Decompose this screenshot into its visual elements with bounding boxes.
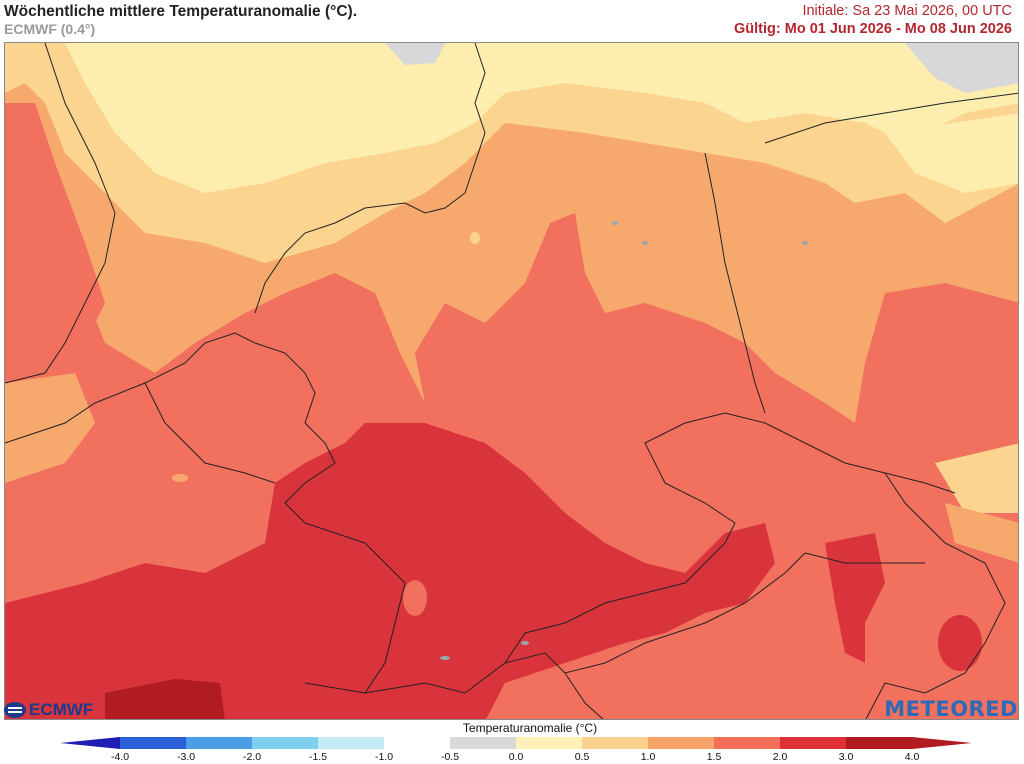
colorbar-tick-label: -1.0 — [374, 751, 394, 763]
anomaly-spot-south — [403, 580, 427, 616]
init-time: Initiale: Sa 23 Mai 2026, 00 UTC — [802, 3, 1012, 19]
colorbar-tick-label: 1.0 — [640, 751, 656, 763]
colorbar-tick-label: 0.0 — [508, 751, 524, 763]
colorbar-tick-label: -1.5 — [308, 751, 328, 763]
colorbar-tick-label: 3.0 — [838, 751, 854, 763]
colorbar-tick-label: 4.0 — [904, 751, 920, 763]
colorbar-tick-label: 1.5 — [706, 751, 722, 763]
anomaly-area-0-5-1-east — [885, 113, 1018, 193]
colorbar-tick-label: 0.5 — [574, 751, 590, 763]
colorbar-segment — [252, 737, 319, 749]
anomaly-area-0-5-1 — [65, 43, 1018, 193]
lakes — [440, 221, 808, 660]
colorbar-tick-label: -0.5 — [440, 751, 460, 763]
anomaly-spot-east — [928, 305, 972, 325]
colorbar-segment — [450, 737, 517, 749]
colorbar-arrow-right — [912, 737, 972, 749]
meteored-logo: METEORED — [884, 697, 1018, 721]
model-label: ECMWF (0.4°) — [4, 21, 96, 37]
colorbar-segment — [714, 737, 781, 749]
colorbar-segment — [516, 737, 583, 749]
colorbar-arrow-left — [60, 737, 120, 749]
anomaly-area-0-top — [385, 43, 445, 65]
colorbar-segment — [648, 737, 715, 749]
anomaly-area-3-4-southeast — [938, 615, 982, 671]
colorbar-tick-label: 2.0 — [772, 751, 788, 763]
anomaly-area-4 — [105, 679, 225, 719]
ecmwf-logo-icon — [4, 702, 26, 718]
ecmwf-logo: ECMWF — [4, 700, 93, 720]
anomaly-area-1-1-5-southeast — [935, 443, 1018, 513]
map-title: Wöchentliche mittlere Temperaturanomalie… — [4, 3, 358, 20]
valid-period: Gültig: Mo 01 Jun 2026 - Mo 08 Jun 2026 — [734, 21, 1012, 37]
colorbar-title: Temperaturanomalie (°C) — [462, 721, 598, 735]
map-svg — [5, 43, 1018, 719]
colorbar-tick-label: -2.0 — [242, 751, 262, 763]
colorbar-segment — [384, 737, 451, 749]
anomaly-spot-west — [172, 474, 188, 482]
colorbar-segment — [186, 737, 253, 749]
colorbar-tick-label: -3.0 — [176, 751, 196, 763]
anomaly-area-2-3-uk — [5, 103, 105, 363]
colorbar-segment — [846, 737, 913, 749]
anomaly-area-0-northeast — [905, 43, 1018, 93]
anomaly-spot-north — [470, 232, 480, 244]
colorbar-tick-label: -4.0 — [110, 751, 130, 763]
anomaly-area-1-5-2-southeast — [945, 503, 1018, 563]
colorbar — [60, 737, 972, 749]
anomaly-area-3-4-east — [825, 533, 885, 663]
colorbar-segment — [582, 737, 649, 749]
colorbar-segment — [780, 737, 847, 749]
anomaly-area-3-4 — [5, 423, 775, 719]
country-borders — [5, 43, 1018, 719]
ecmwf-logo-text: ECMWF — [29, 700, 94, 719]
anomaly-map[interactable] — [4, 42, 1019, 720]
colorbar-segment — [120, 737, 187, 749]
colorbar-segment — [318, 737, 385, 749]
